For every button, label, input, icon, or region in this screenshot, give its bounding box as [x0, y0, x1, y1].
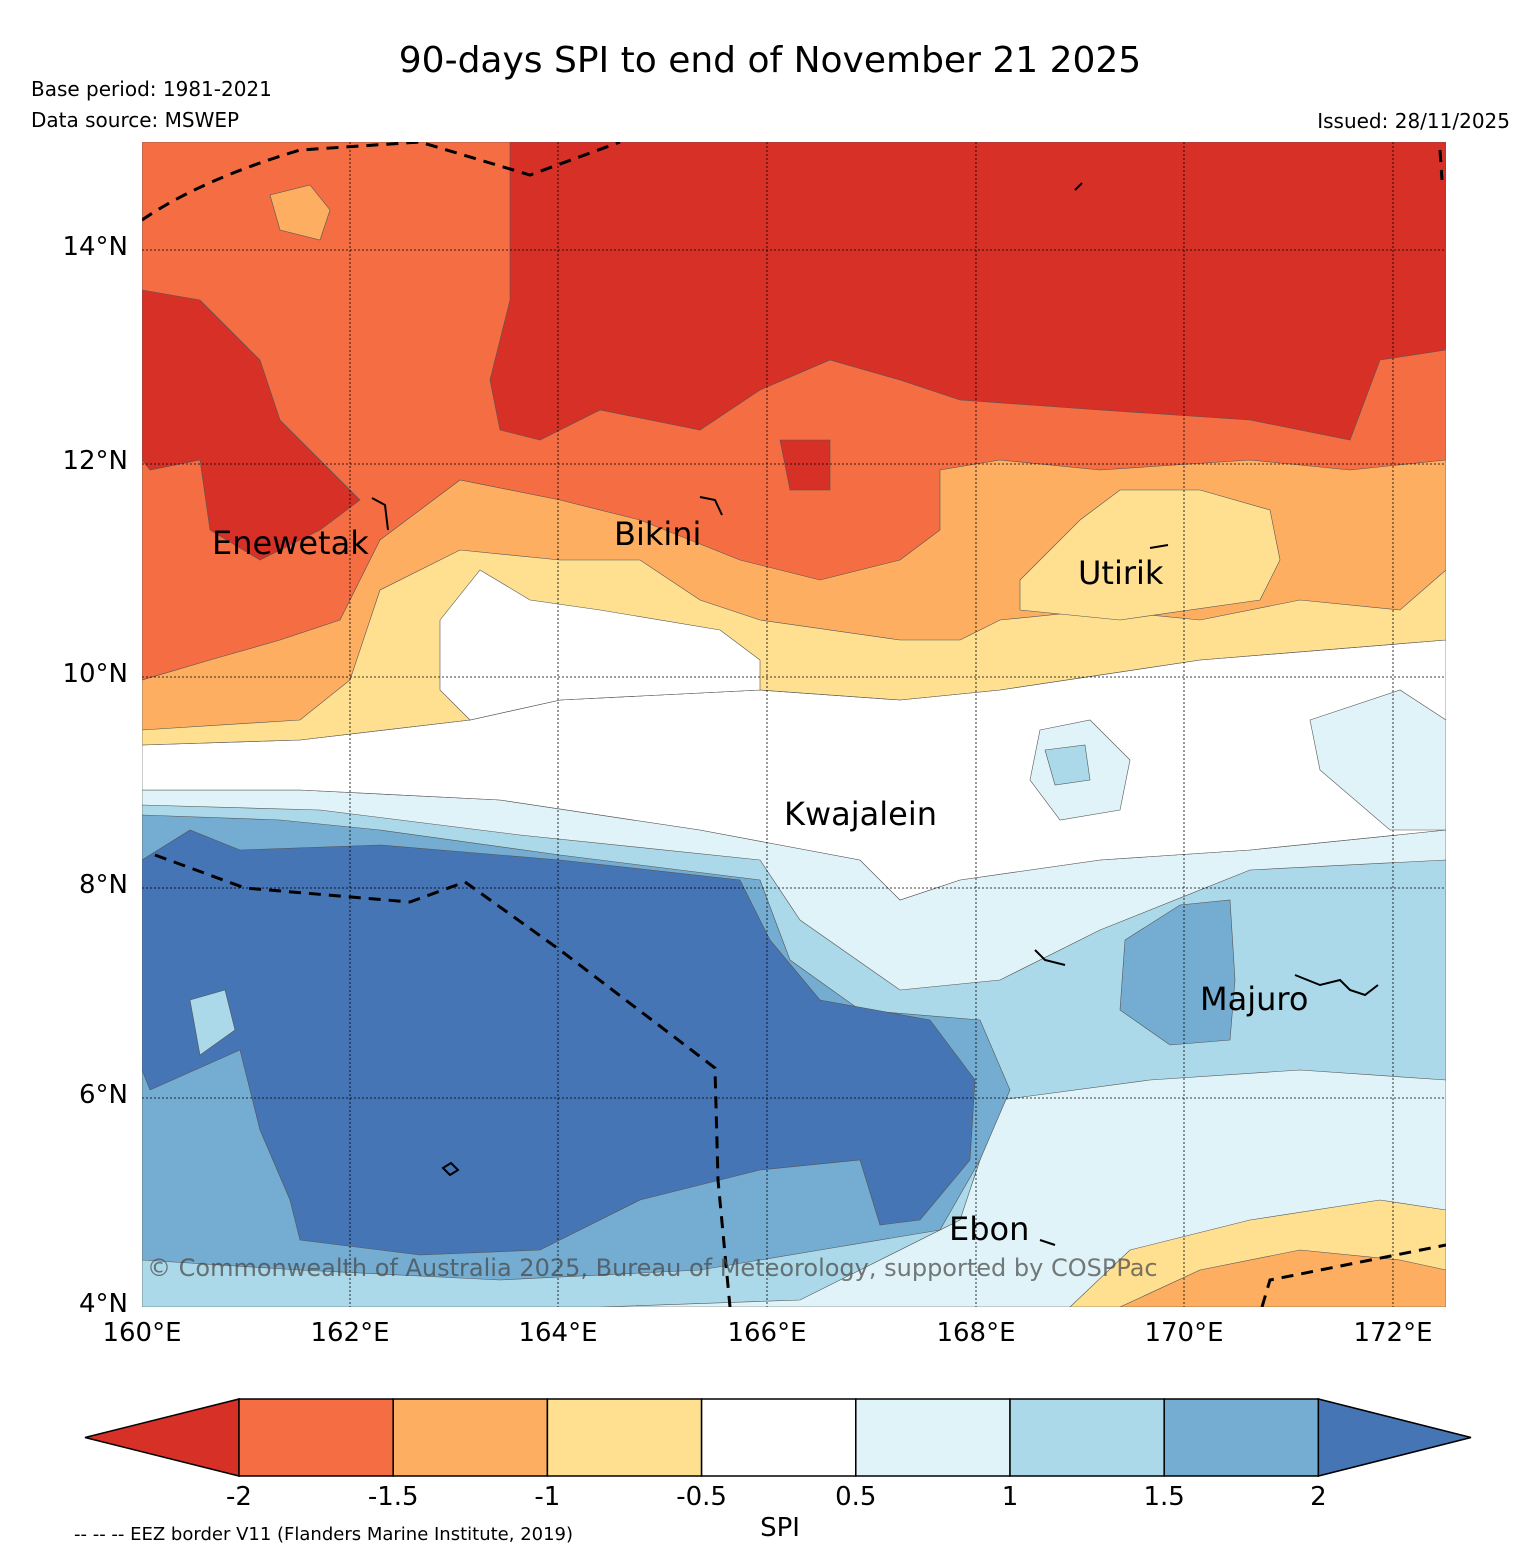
- place-label-ebon: Ebon: [949, 1210, 1030, 1248]
- colorbar-tick-label: 0.5: [835, 1482, 877, 1512]
- spi-area-dry-lt-2-mid: [779, 439, 831, 491]
- spi-area-gt-2: [142, 829, 976, 1256]
- lat-tick-6n: 6°N: [79, 1080, 128, 1110]
- spi-area-light-inner: [189, 989, 236, 1056]
- colorbar-tick-label: -2: [226, 1482, 252, 1512]
- spi-area-kwaj-mid: [1044, 744, 1091, 786]
- colorbar-label: SPI: [760, 1513, 800, 1543]
- issued-date-label: Issued: 28/11/2025: [1317, 109, 1510, 133]
- colorbar-tick-label: 1: [1001, 1482, 1019, 1512]
- graticule: [142, 142, 1446, 1307]
- spi-area-dry-lt-2-west: [142, 289, 361, 561]
- eez-legend-note: -- -- -- EEZ border V11 (Flanders Marine…: [74, 1524, 574, 1545]
- lon-tick-170e: 170°E: [1144, 1318, 1224, 1348]
- atoll-outlines: [371, 182, 1379, 1246]
- colorbar-tick-label: -1.5: [367, 1482, 419, 1512]
- lon-tick-166e: 166°E: [727, 1318, 807, 1348]
- place-label-enewetak: Enewetak: [212, 524, 369, 562]
- place-label-bikini: Bikini: [614, 515, 702, 553]
- lon-tick-160e: 160°E: [102, 1318, 182, 1348]
- colorbar-tick-label: 2: [1310, 1482, 1327, 1512]
- place-label-majuro: Majuro: [1200, 980, 1309, 1018]
- lon-tick-164e: 164°E: [518, 1318, 598, 1348]
- spi-area-dry-neutral-hole: [439, 569, 761, 721]
- copyright-watermark: © Commonwealth of Australia 2025, Bureau…: [147, 1254, 1158, 1282]
- lat-tick-12n: 12°N: [62, 446, 128, 476]
- lat-tick-14n: 14°N: [62, 232, 128, 262]
- lon-tick-168e: 168°E: [936, 1318, 1016, 1348]
- spi-area-east-light: [1309, 689, 1446, 831]
- lon-tick-172e: 172°E: [1353, 1318, 1433, 1348]
- spi-area-1.5-2-majuro: [1119, 899, 1236, 1046]
- lat-tick-8n: 8°N: [79, 870, 128, 900]
- base-period-label: Base period: 1981-2021: [31, 77, 272, 101]
- lon-tick-162e: 162°E: [310, 1318, 390, 1348]
- spi-area-dry-lt-2: [489, 142, 1446, 441]
- lat-tick-10n: 10°N: [62, 659, 128, 689]
- eez-border-lines: [142, 142, 1446, 1307]
- chart-title: 90-days SPI to end of November 21 2025: [398, 40, 1142, 81]
- spi-area-dry-nw-light: [269, 184, 331, 241]
- colorbar-tick-label: -0.5: [676, 1482, 727, 1512]
- data-source-label: Data source: MSWEP: [31, 108, 240, 132]
- place-label-utirik: Utirik: [1078, 554, 1164, 592]
- lat-tick-4n: 4°N: [79, 1289, 128, 1319]
- spi-area-utirik-light: [1019, 489, 1281, 621]
- colorbar-tick-label: -1: [534, 1482, 561, 1512]
- place-label-kwajalein: Kwajalein: [784, 795, 938, 833]
- colorbar-tick-label: 1.5: [1143, 1482, 1185, 1512]
- spi-fill-layer: [142, 142, 1446, 1307]
